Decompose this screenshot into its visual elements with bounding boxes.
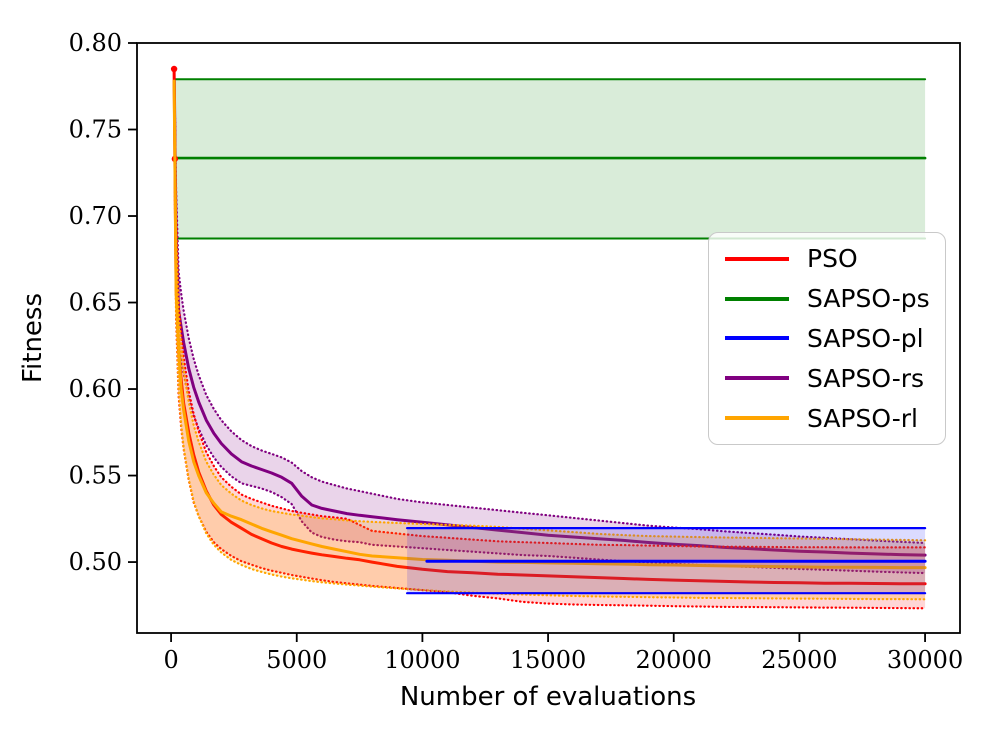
- series-SAPSO-rs-lower-line: [173, 80, 927, 575]
- x-tick-label: 5000: [266, 646, 327, 674]
- y-axis-label: Fitness: [18, 292, 48, 384]
- legend-swatch: [725, 296, 789, 301]
- y-tick-label: 0.50: [69, 548, 122, 576]
- series-SAPSO-rl-mean-line: [172, 79, 927, 570]
- legend-swatch: [725, 336, 789, 341]
- legend-label: SAPSO-rl: [807, 403, 918, 433]
- x-tick-label: 10000: [384, 646, 460, 674]
- legend-item-SAPSO-ps: SAPSO-ps: [709, 286, 945, 311]
- legend-label: PSO: [807, 244, 858, 274]
- series-SAPSO-rl-lower-line: [173, 80, 927, 601]
- y-tick-label: 0.70: [69, 202, 122, 230]
- series-SAPSO-rl-upper-line: [173, 80, 927, 542]
- x-axis-label: Number of evaluations: [399, 682, 697, 712]
- legend-label: SAPSO-pl: [807, 323, 924, 353]
- legend-box: PSO SAPSO-ps SAPSO-pl SAPSO-rs SAPSO-rl: [708, 232, 946, 445]
- legend-label: SAPSO-ps: [807, 284, 930, 314]
- y-tick-label: 0.65: [69, 289, 122, 317]
- series-PSO-upper-line: [173, 67, 927, 549]
- x-tick-label: 20000: [636, 646, 712, 674]
- legend-swatch: [725, 256, 789, 261]
- x-tick-label: 0: [163, 646, 178, 674]
- legend-swatch: [725, 376, 789, 381]
- y-tick-label: 0.60: [69, 375, 122, 403]
- legend-swatch: [725, 416, 789, 421]
- legend-item-SAPSO-rl: SAPSO-rl: [709, 406, 945, 431]
- x-tick-label: 30000: [887, 646, 963, 674]
- series-SAPSO-rs-upper-line: [173, 80, 927, 545]
- legend-item-PSO: PSO: [709, 246, 945, 271]
- series-PSO-band-fill: [174, 69, 926, 609]
- series-PSO-start-marker: [170, 65, 178, 73]
- x-tick-label: 25000: [761, 646, 837, 674]
- legend-item-SAPSO-pl: SAPSO-pl: [709, 326, 945, 351]
- legend-label: SAPSO-rs: [807, 363, 925, 393]
- legend-item-SAPSO-rs: SAPSO-rs: [709, 366, 945, 391]
- y-tick-label: 0.75: [69, 116, 122, 144]
- y-tick-label: 0.80: [69, 29, 122, 57]
- series-SAPSO-rl-band-fill: [174, 81, 926, 600]
- x-tick-label: 15000: [510, 646, 586, 674]
- y-tick-label: 0.55: [69, 462, 122, 490]
